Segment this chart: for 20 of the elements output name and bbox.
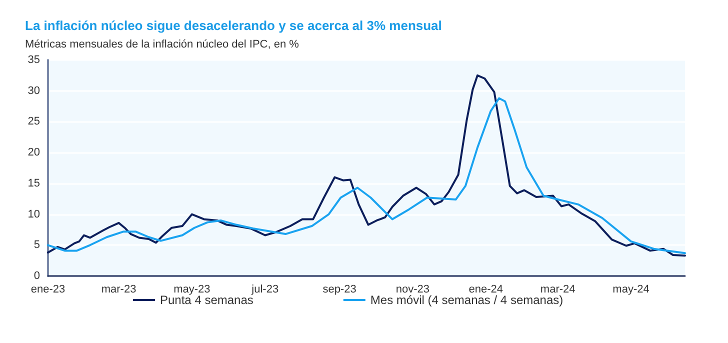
y-tick-label: 10: [28, 208, 40, 220]
x-tick-label: nov-23: [396, 284, 430, 296]
y-tick-label: 20: [28, 146, 40, 159]
y-tick-label: 15: [28, 177, 40, 190]
x-tick-label: ene-24: [468, 284, 503, 296]
y-tick-label: 0: [34, 270, 40, 282]
y-tick-label: 30: [28, 84, 40, 97]
y-tick-label: 25: [28, 116, 40, 128]
y-tick-label: 35: [28, 54, 40, 66]
chart-title: La inflación núcleo sigue desacelerando y se acerca al 3% mensual: [25, 18, 442, 33]
x-tick-label: sep-23: [322, 284, 356, 296]
y-tick-label: 5: [34, 239, 40, 252]
x-tick-label: may-24: [612, 284, 650, 296]
x-tick-label: mar-23: [101, 284, 136, 296]
x-tick-label: mar-24: [540, 284, 576, 296]
x-tick-label: jul-23: [250, 284, 279, 296]
x-tick-label: ene-23: [30, 284, 66, 296]
chart-subtitle: Métricas mensuales de la inflación núcleo del IPC, en %: [25, 38, 300, 50]
legend-label: Mes móvil (4 semanas / 4 semanas): [370, 293, 564, 307]
x-tick-label: may-23: [174, 284, 210, 296]
